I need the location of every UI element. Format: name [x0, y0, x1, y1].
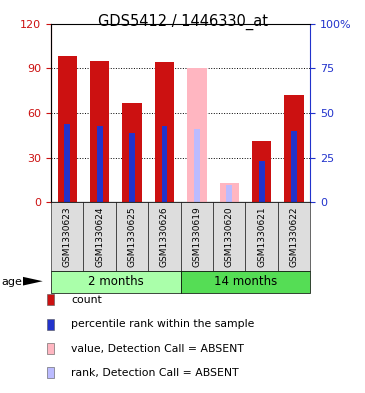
Text: GSM1330621: GSM1330621: [257, 206, 266, 267]
Text: GSM1330623: GSM1330623: [63, 206, 72, 267]
Text: 2 months: 2 months: [88, 275, 144, 288]
Text: GSM1330624: GSM1330624: [95, 207, 104, 267]
Bar: [97, 125, 103, 202]
Bar: [291, 131, 297, 202]
Text: GSM1330619: GSM1330619: [192, 206, 201, 267]
Text: GSM1330625: GSM1330625: [128, 206, 137, 267]
Bar: [162, 125, 168, 202]
Text: value, Detection Call = ABSENT: value, Detection Call = ABSENT: [71, 343, 244, 354]
Text: GDS5412 / 1446330_at: GDS5412 / 1446330_at: [97, 14, 268, 30]
Text: GSM1330626: GSM1330626: [160, 206, 169, 267]
Bar: [155, 62, 174, 202]
Text: count: count: [71, 295, 102, 305]
Bar: [90, 61, 109, 202]
Text: GSM1330622: GSM1330622: [289, 207, 299, 267]
Bar: [259, 161, 265, 202]
Bar: [64, 124, 70, 202]
Bar: [58, 56, 77, 202]
Bar: [187, 68, 207, 202]
Text: rank, Detection Call = ABSENT: rank, Detection Call = ABSENT: [71, 368, 239, 378]
Bar: [284, 95, 304, 202]
Bar: [122, 103, 142, 202]
Text: GSM1330620: GSM1330620: [225, 206, 234, 267]
Bar: [226, 185, 232, 202]
Bar: [252, 141, 272, 202]
Text: age: age: [2, 277, 23, 287]
Bar: [219, 183, 239, 202]
Text: percentile rank within the sample: percentile rank within the sample: [71, 319, 254, 329]
Bar: [194, 129, 200, 202]
Bar: [129, 133, 135, 202]
Text: 14 months: 14 months: [214, 275, 277, 288]
Polygon shape: [23, 277, 43, 286]
